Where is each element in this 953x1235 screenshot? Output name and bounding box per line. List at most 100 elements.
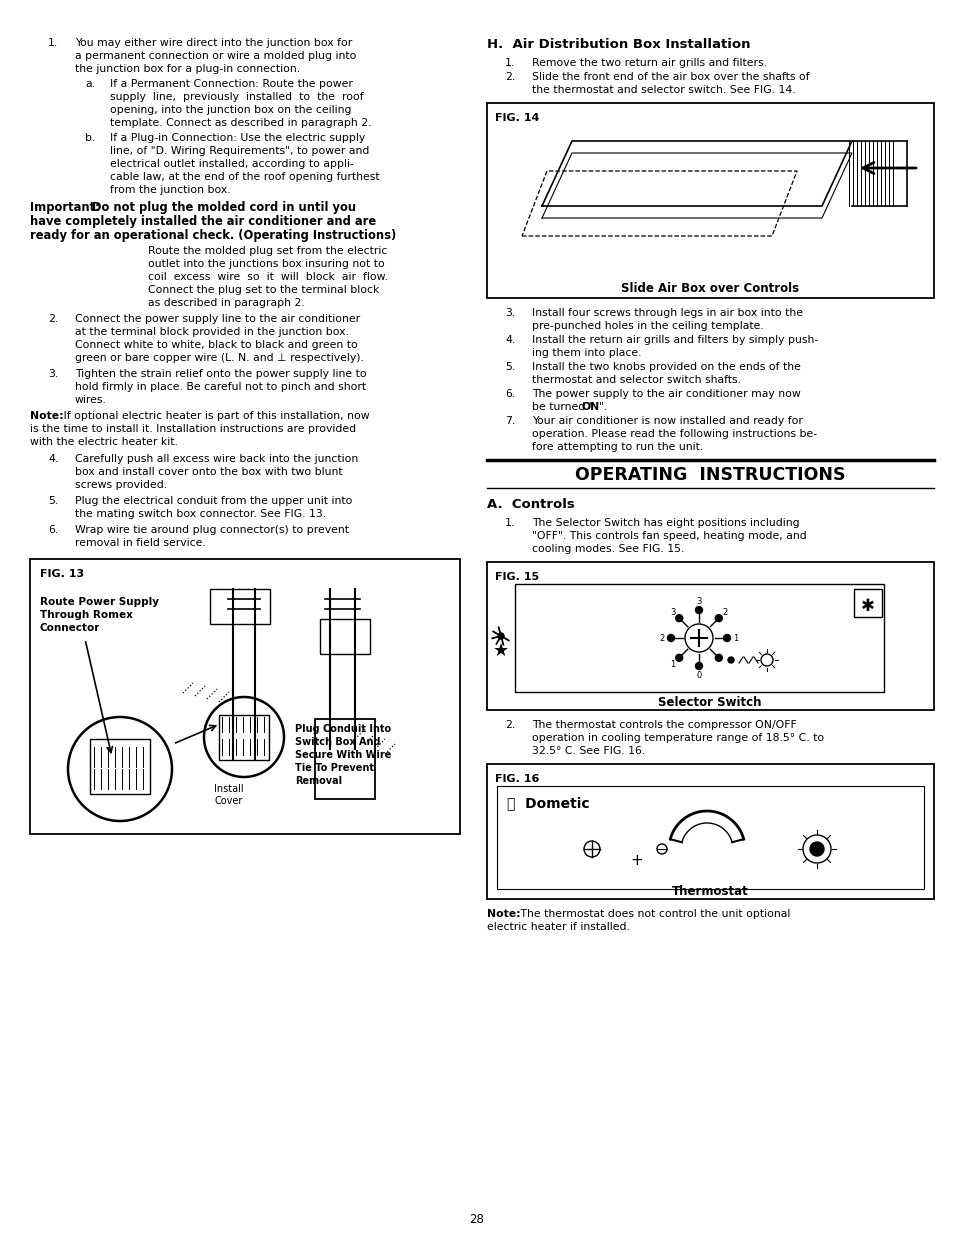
Text: the thermostat and selector switch. See FIG. 14.: the thermostat and selector switch. See … [532,85,795,95]
Text: "OFF". This controls fan speed, heating mode, and: "OFF". This controls fan speed, heating … [532,531,806,541]
Text: Plug Conduit Into: Plug Conduit Into [294,724,391,734]
Circle shape [667,635,674,641]
Text: FIG. 15: FIG. 15 [495,572,538,582]
Text: template. Connect as described in paragraph 2.: template. Connect as described in paragr… [110,119,371,128]
Text: 4.: 4. [48,454,58,464]
Text: Remove the two return air grills and filters.: Remove the two return air grills and fil… [532,58,766,68]
Text: pre-punched holes in the ceiling template.: pre-punched holes in the ceiling templat… [532,321,763,331]
Text: Wrap wire tie around plug connector(s) to prevent: Wrap wire tie around plug connector(s) t… [75,525,349,535]
Text: ".: ". [598,403,607,412]
Text: Your air conditioner is now installed and ready for: Your air conditioner is now installed an… [532,416,802,426]
Text: with the electric heater kit.: with the electric heater kit. [30,437,177,447]
Text: operation in cooling temperature range of 18.5° C. to: operation in cooling temperature range o… [532,734,823,743]
Text: Selector Switch: Selector Switch [658,697,760,709]
Text: Switch Box And: Switch Box And [294,737,380,747]
Bar [486,764,933,899]
Text: thermostat and selector switch shafts.: thermostat and selector switch shafts. [532,375,740,385]
Text: 7.: 7. [504,416,515,426]
Text: fore attempting to run the unit.: fore attempting to run the unit. [532,442,702,452]
Text: cable law, at the end of the roof opening furthest: cable law, at the end of the roof openin… [110,172,379,182]
Text: cooling modes. See FIG. 15.: cooling modes. See FIG. 15. [532,543,683,555]
Bar [30,559,459,834]
Text: 3: 3 [696,597,701,606]
Text: 3.: 3. [504,308,515,317]
Text: ready for an operational check. (Operating Instructions): ready for an operational check. (Operati… [30,228,395,242]
Text: screws provided.: screws provided. [75,480,167,490]
Text: removal in field service.: removal in field service. [75,538,206,548]
Text: 1.: 1. [504,58,515,68]
Text: Install: Install [214,784,244,794]
Text: 6.: 6. [504,389,515,399]
Text: Connect the power supply line to the air conditioner: Connect the power supply line to the air… [75,314,359,324]
Text: b.: b. [85,133,95,143]
Text: Route the molded plug set from the electric: Route the molded plug set from the elect… [148,246,387,256]
Circle shape [497,634,503,638]
Text: at the terminal block provided in the junction box.: at the terminal block provided in the ju… [75,327,349,337]
Bar [219,715,269,760]
Text: H.  Air Distribution Box Installation: H. Air Distribution Box Installation [486,38,750,51]
Text: 32.5° C. See FIG. 16.: 32.5° C. See FIG. 16. [532,746,644,756]
Bar [853,589,882,618]
Text: electric heater if installed.: electric heater if installed. [486,923,629,932]
Text: Removal: Removal [294,776,342,785]
Bar [314,719,375,799]
Text: 2.: 2. [48,314,58,324]
Text: hold firmly in place. Be careful not to pinch and short: hold firmly in place. Be careful not to … [75,382,366,391]
Text: Install the two knobs provided on the ends of the: Install the two knobs provided on the en… [532,362,800,372]
Text: Tighten the strain relief onto the power supply line to: Tighten the strain relief onto the power… [75,369,366,379]
Text: ★: ★ [493,642,509,659]
Text: ON: ON [581,403,599,412]
Text: Carefully push all excess wire back into the junction: Carefully push all excess wire back into… [75,454,358,464]
Circle shape [809,842,823,856]
Text: the junction box for a plug-in connection.: the junction box for a plug-in connectio… [75,64,300,74]
Text: outlet into the junctions box insuring not to: outlet into the junctions box insuring n… [148,259,384,269]
Text: 2: 2 [659,634,664,643]
Bar [486,562,933,710]
Text: from the junction box.: from the junction box. [110,185,231,195]
Text: Install the return air grills and filters by simply push-: Install the return air grills and filter… [532,335,818,345]
Text: 5.: 5. [48,496,58,506]
Text: OPERATING  INSTRUCTIONS: OPERATING INSTRUCTIONS [574,466,844,484]
Text: be turned ": be turned " [532,403,593,412]
Text: 28: 28 [469,1213,484,1226]
Text: the mating switch box connector. See FIG. 13.: the mating switch box connector. See FIG… [75,509,326,519]
Text: The power supply to the air conditioner may now: The power supply to the air conditioner … [532,389,800,399]
Text: Note:: Note: [486,909,520,919]
Circle shape [675,655,682,661]
Bar [515,584,883,692]
Text: You may either wire direct into the junction box for: You may either wire direct into the junc… [75,38,352,48]
Bar [319,619,370,655]
Text: A.  Controls: A. Controls [486,498,574,511]
Text: 1: 1 [733,634,738,643]
Text: electrical outlet installed, according to appli-: electrical outlet installed, according t… [110,159,354,169]
Text: 3.: 3. [48,369,58,379]
Text: 3: 3 [669,608,675,616]
Text: Install four screws through legs in air box into the: Install four screws through legs in air … [532,308,802,317]
Text: 2.: 2. [504,720,515,730]
Text: 6.: 6. [48,525,58,535]
Bar [90,739,150,794]
Text: 2: 2 [721,608,727,616]
Text: a.: a. [85,79,95,89]
Text: operation. Please read the following instructions be-: operation. Please read the following ins… [532,429,817,438]
Text: as described in paragraph 2.: as described in paragraph 2. [148,298,304,308]
Text: 4.: 4. [504,335,515,345]
Text: 1: 1 [670,661,675,669]
Text: supply  line,  previously  installed  to  the  roof: supply line, previously installed to the… [110,91,363,103]
Polygon shape [541,141,851,206]
Text: Route Power Supply: Route Power Supply [40,597,159,606]
Text: Important:: Important: [30,201,100,214]
Text: Thermostat: Thermostat [671,885,747,898]
Bar [497,785,923,889]
Text: Cover: Cover [214,797,243,806]
Text: 1.: 1. [48,38,58,48]
Text: 2.: 2. [504,72,515,82]
Circle shape [695,662,701,669]
Text: The thermostat does not control the unit optional: The thermostat does not control the unit… [517,909,789,919]
Circle shape [695,606,701,614]
Text: 0: 0 [696,671,700,680]
Text: coil  excess  wire  so  it  will  block  air  flow.: coil excess wire so it will block air fl… [148,272,388,282]
Text: ing them into place.: ing them into place. [532,348,640,358]
Text: 1.: 1. [504,517,515,529]
Circle shape [675,615,682,621]
